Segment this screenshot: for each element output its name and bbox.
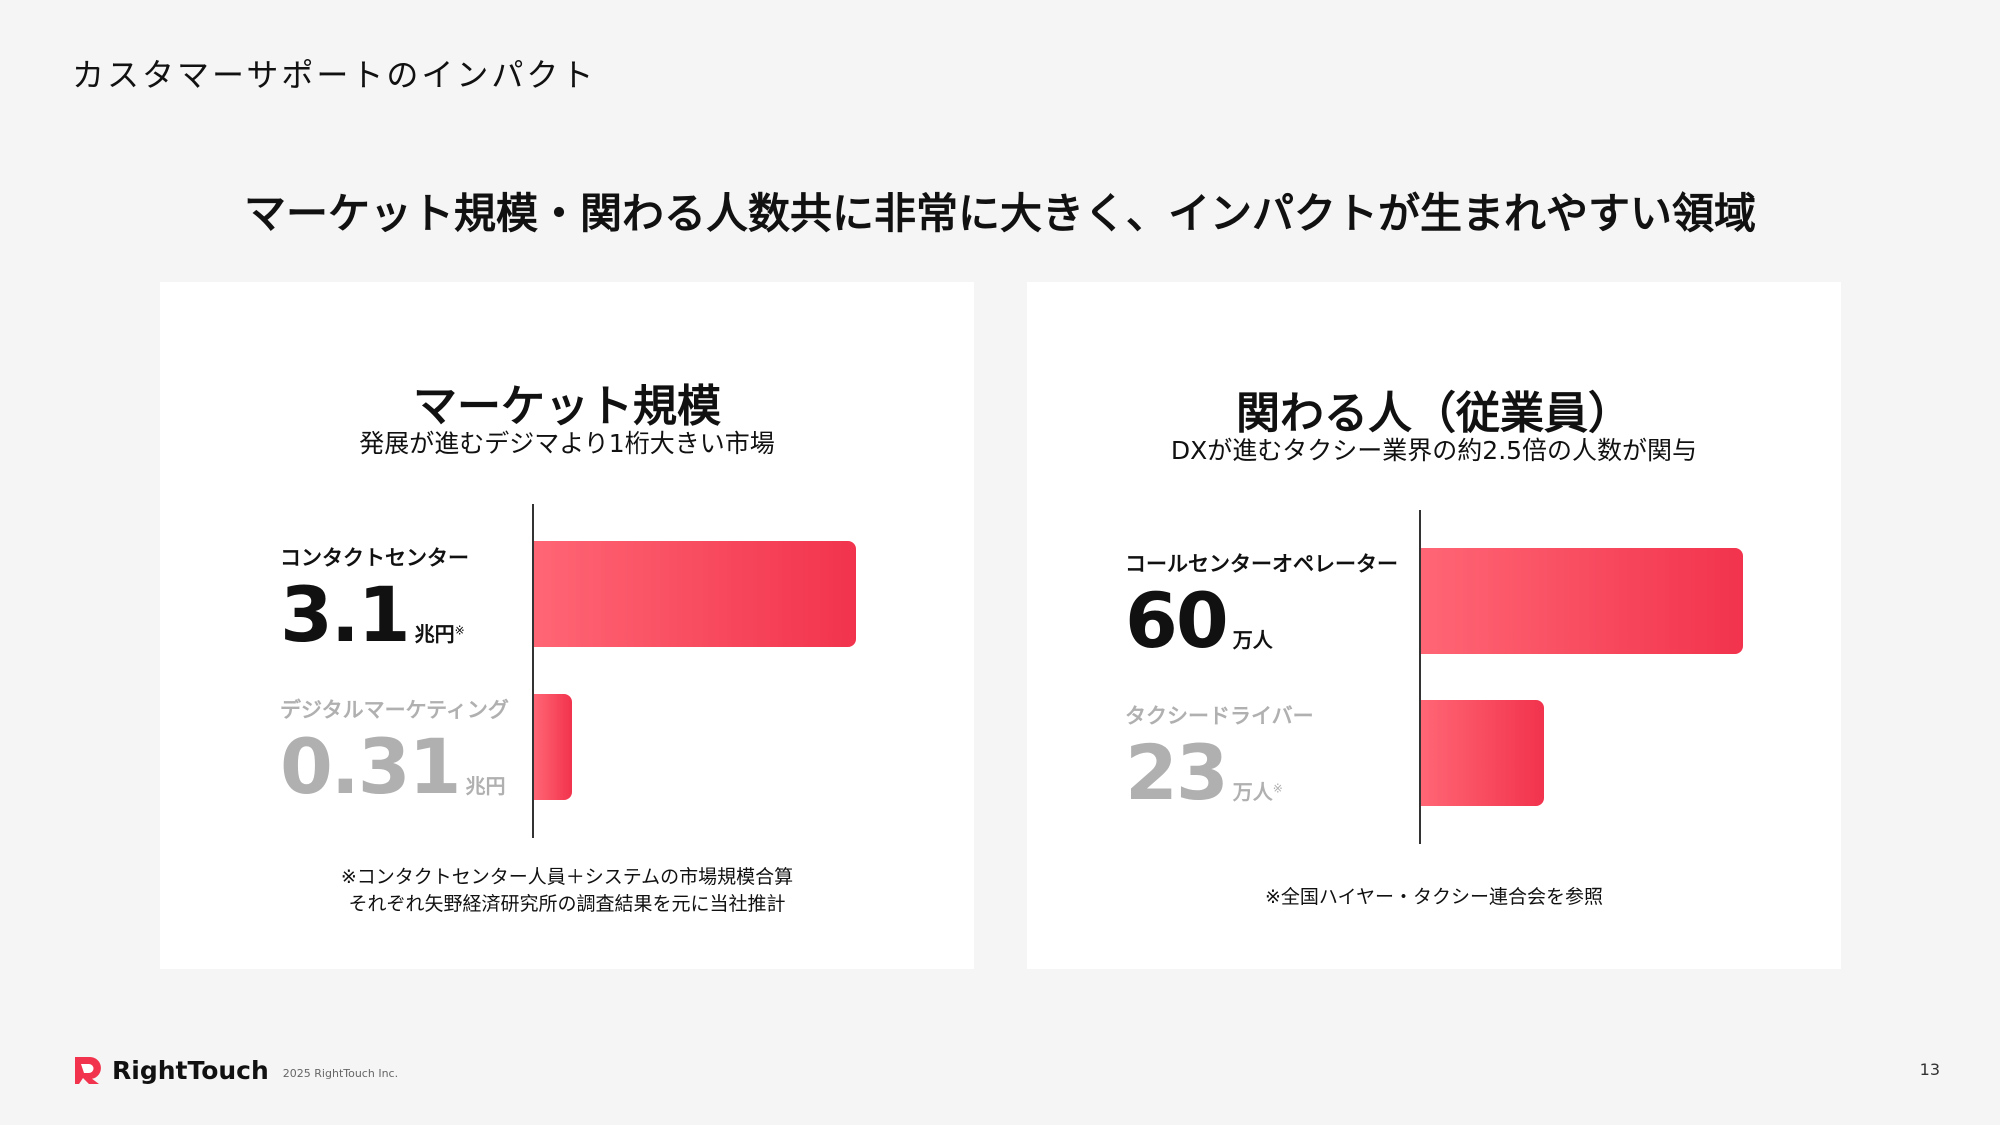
- bar-call-center-operator: [1421, 548, 1743, 654]
- copyright: 2025 RightTouch Inc.: [282, 1066, 399, 1080]
- metric-unit: 兆円: [414, 622, 455, 646]
- metric-contact-center: コンタクトセンター 3.1 兆円※: [280, 542, 469, 654]
- bar-taxi-driver: [1421, 700, 1544, 806]
- metric-unit: 万人: [1232, 780, 1273, 804]
- card-subtitle: DXが進むタクシー業界の約2.5倍の人数が関与: [1170, 436, 1698, 465]
- note-line: ※全国ハイヤー・タクシー連合会を参照: [1265, 886, 1603, 908]
- card-title: マーケット規模: [413, 381, 721, 432]
- people-card: 関わる人（従業員） DXが進むタクシー業界の約2.5倍の人数が関与 コールセンタ…: [1027, 282, 1841, 969]
- bar-digital-marketing: [534, 694, 572, 800]
- chart-axis: [532, 504, 534, 838]
- metric-label: デジタルマーケティング: [280, 698, 509, 722]
- metric-value: 60: [1125, 576, 1229, 665]
- metric-value: 0.31: [280, 722, 462, 811]
- brand-name: RightTouch: [112, 1055, 269, 1085]
- card-note: ※コンタクトセンター人員＋システムの市場規模合算 それぞれ矢野経済研究所の調査結…: [160, 864, 974, 918]
- metric-value: 23: [1125, 728, 1229, 817]
- card-subtitle: 発展が進むデジマより1桁大きい市場: [359, 429, 775, 458]
- metric-unit: 万人: [1232, 628, 1273, 652]
- metric-value: 3.1: [280, 570, 411, 659]
- bar-contact-center: [534, 541, 856, 647]
- section-title: カスタマーサポートのインパクト: [72, 56, 597, 94]
- footnote-mark: ※: [454, 623, 465, 638]
- metric-taxi-driver: タクシードライバー 23 万人※: [1125, 700, 1314, 812]
- metric-label: コンタクトセンター: [280, 546, 469, 570]
- card-note: ※全国ハイヤー・タクシー連合会を参照: [1027, 884, 1841, 911]
- metric-call-center-operator: コールセンターオペレーター 60 万人: [1125, 548, 1398, 660]
- metric-label: コールセンターオペレーター: [1125, 552, 1398, 576]
- metric-unit: 兆円: [465, 774, 506, 798]
- page-number: 13: [1919, 1060, 1940, 1079]
- footer-brand: RightTouch 2025 RightTouch Inc.: [72, 1054, 398, 1086]
- note-line: ※コンタクトセンター人員＋システムの市場規模合算: [340, 866, 794, 888]
- chart-axis: [1419, 510, 1421, 844]
- metric-label: タクシードライバー: [1125, 704, 1314, 728]
- note-line: それぞれ矢野経済研究所の調査結果を元に当社推計: [348, 893, 786, 915]
- footnote-mark: ※: [1272, 781, 1283, 796]
- headline: マーケット規模・関わる人数共に非常に大きく、インパクトが生まれやすい領域: [243, 189, 1756, 238]
- market-size-card: マーケット規模 発展が進むデジマより1桁大きい市場 コンタクトセンター 3.1 兆…: [160, 282, 974, 969]
- card-title: 関わる人（従業員）: [1236, 388, 1632, 439]
- righttouch-logo-icon: [75, 1057, 101, 1084]
- metric-digital-marketing: デジタルマーケティング 0.31 兆円: [280, 694, 509, 806]
